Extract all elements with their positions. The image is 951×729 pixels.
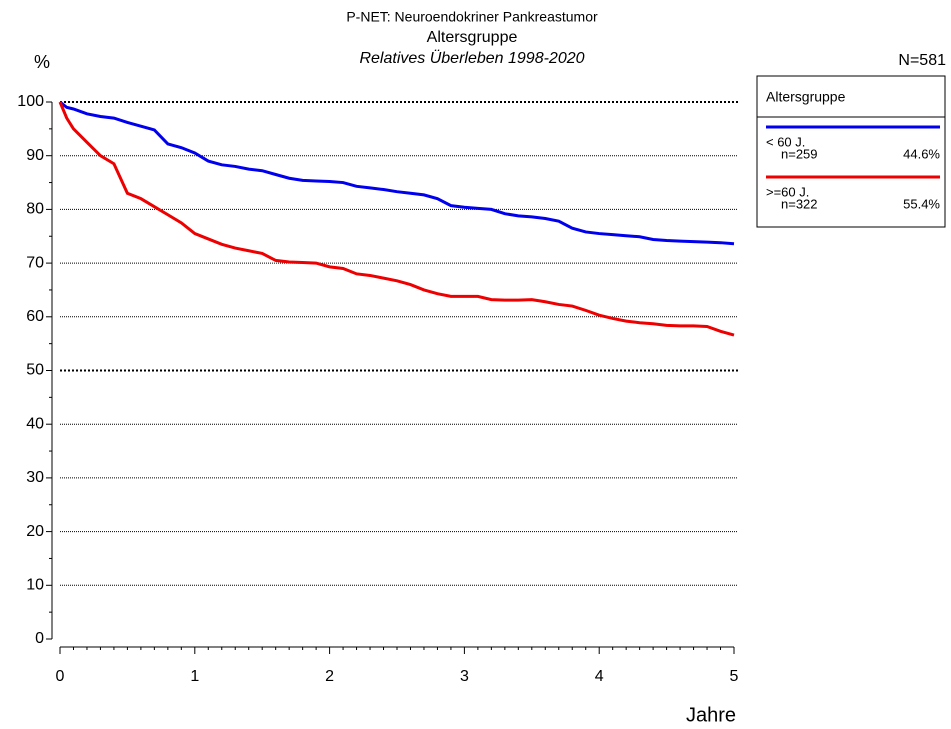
legend-share: 44.6% (903, 146, 940, 161)
chart-title: P-NET: Neuroendokriner Pankreastumor (346, 9, 598, 25)
y-tick-label: 10 (26, 577, 44, 594)
y-tick-label: 50 (26, 362, 44, 379)
y-tick-label: 40 (26, 415, 44, 432)
y-tick-label: 70 (26, 254, 44, 271)
x-tick-label: 4 (595, 668, 604, 685)
legend-share: 55.4% (903, 196, 940, 211)
x-tick-label: 3 (460, 668, 469, 685)
x-tick-label: 5 (730, 668, 739, 685)
chart-subtitle: Altersgruppe (427, 29, 518, 46)
y-axis-label: % (34, 52, 50, 72)
survival-line (58, 101, 735, 337)
chart-subtitle: Relatives Überleben 1998-2020 (359, 49, 584, 67)
y-tick-label: 90 (26, 147, 44, 164)
x-axis-label: Jahre (686, 704, 736, 726)
y-tick-label: 60 (26, 308, 44, 325)
legend-title: Altersgruppe (766, 89, 846, 105)
y-tick-label: 100 (17, 93, 44, 110)
y-tick-label: 80 (26, 201, 44, 218)
legend-count: n=259 (781, 146, 818, 161)
legend-label: < 60 J. (766, 134, 805, 149)
legend-label: >=60 J. (766, 184, 809, 199)
x-tick-label: 2 (325, 668, 334, 685)
y-tick-label: 30 (26, 469, 44, 486)
survival-line (59, 100, 735, 246)
y-tick-label: 20 (26, 523, 44, 540)
y-tick-label: 0 (35, 630, 44, 647)
total-label: N=581 (898, 52, 946, 69)
legend-count: n=322 (781, 196, 818, 211)
legend-box (756, 75, 946, 228)
x-tick-label: 0 (56, 668, 65, 685)
x-tick-label: 1 (190, 668, 199, 685)
